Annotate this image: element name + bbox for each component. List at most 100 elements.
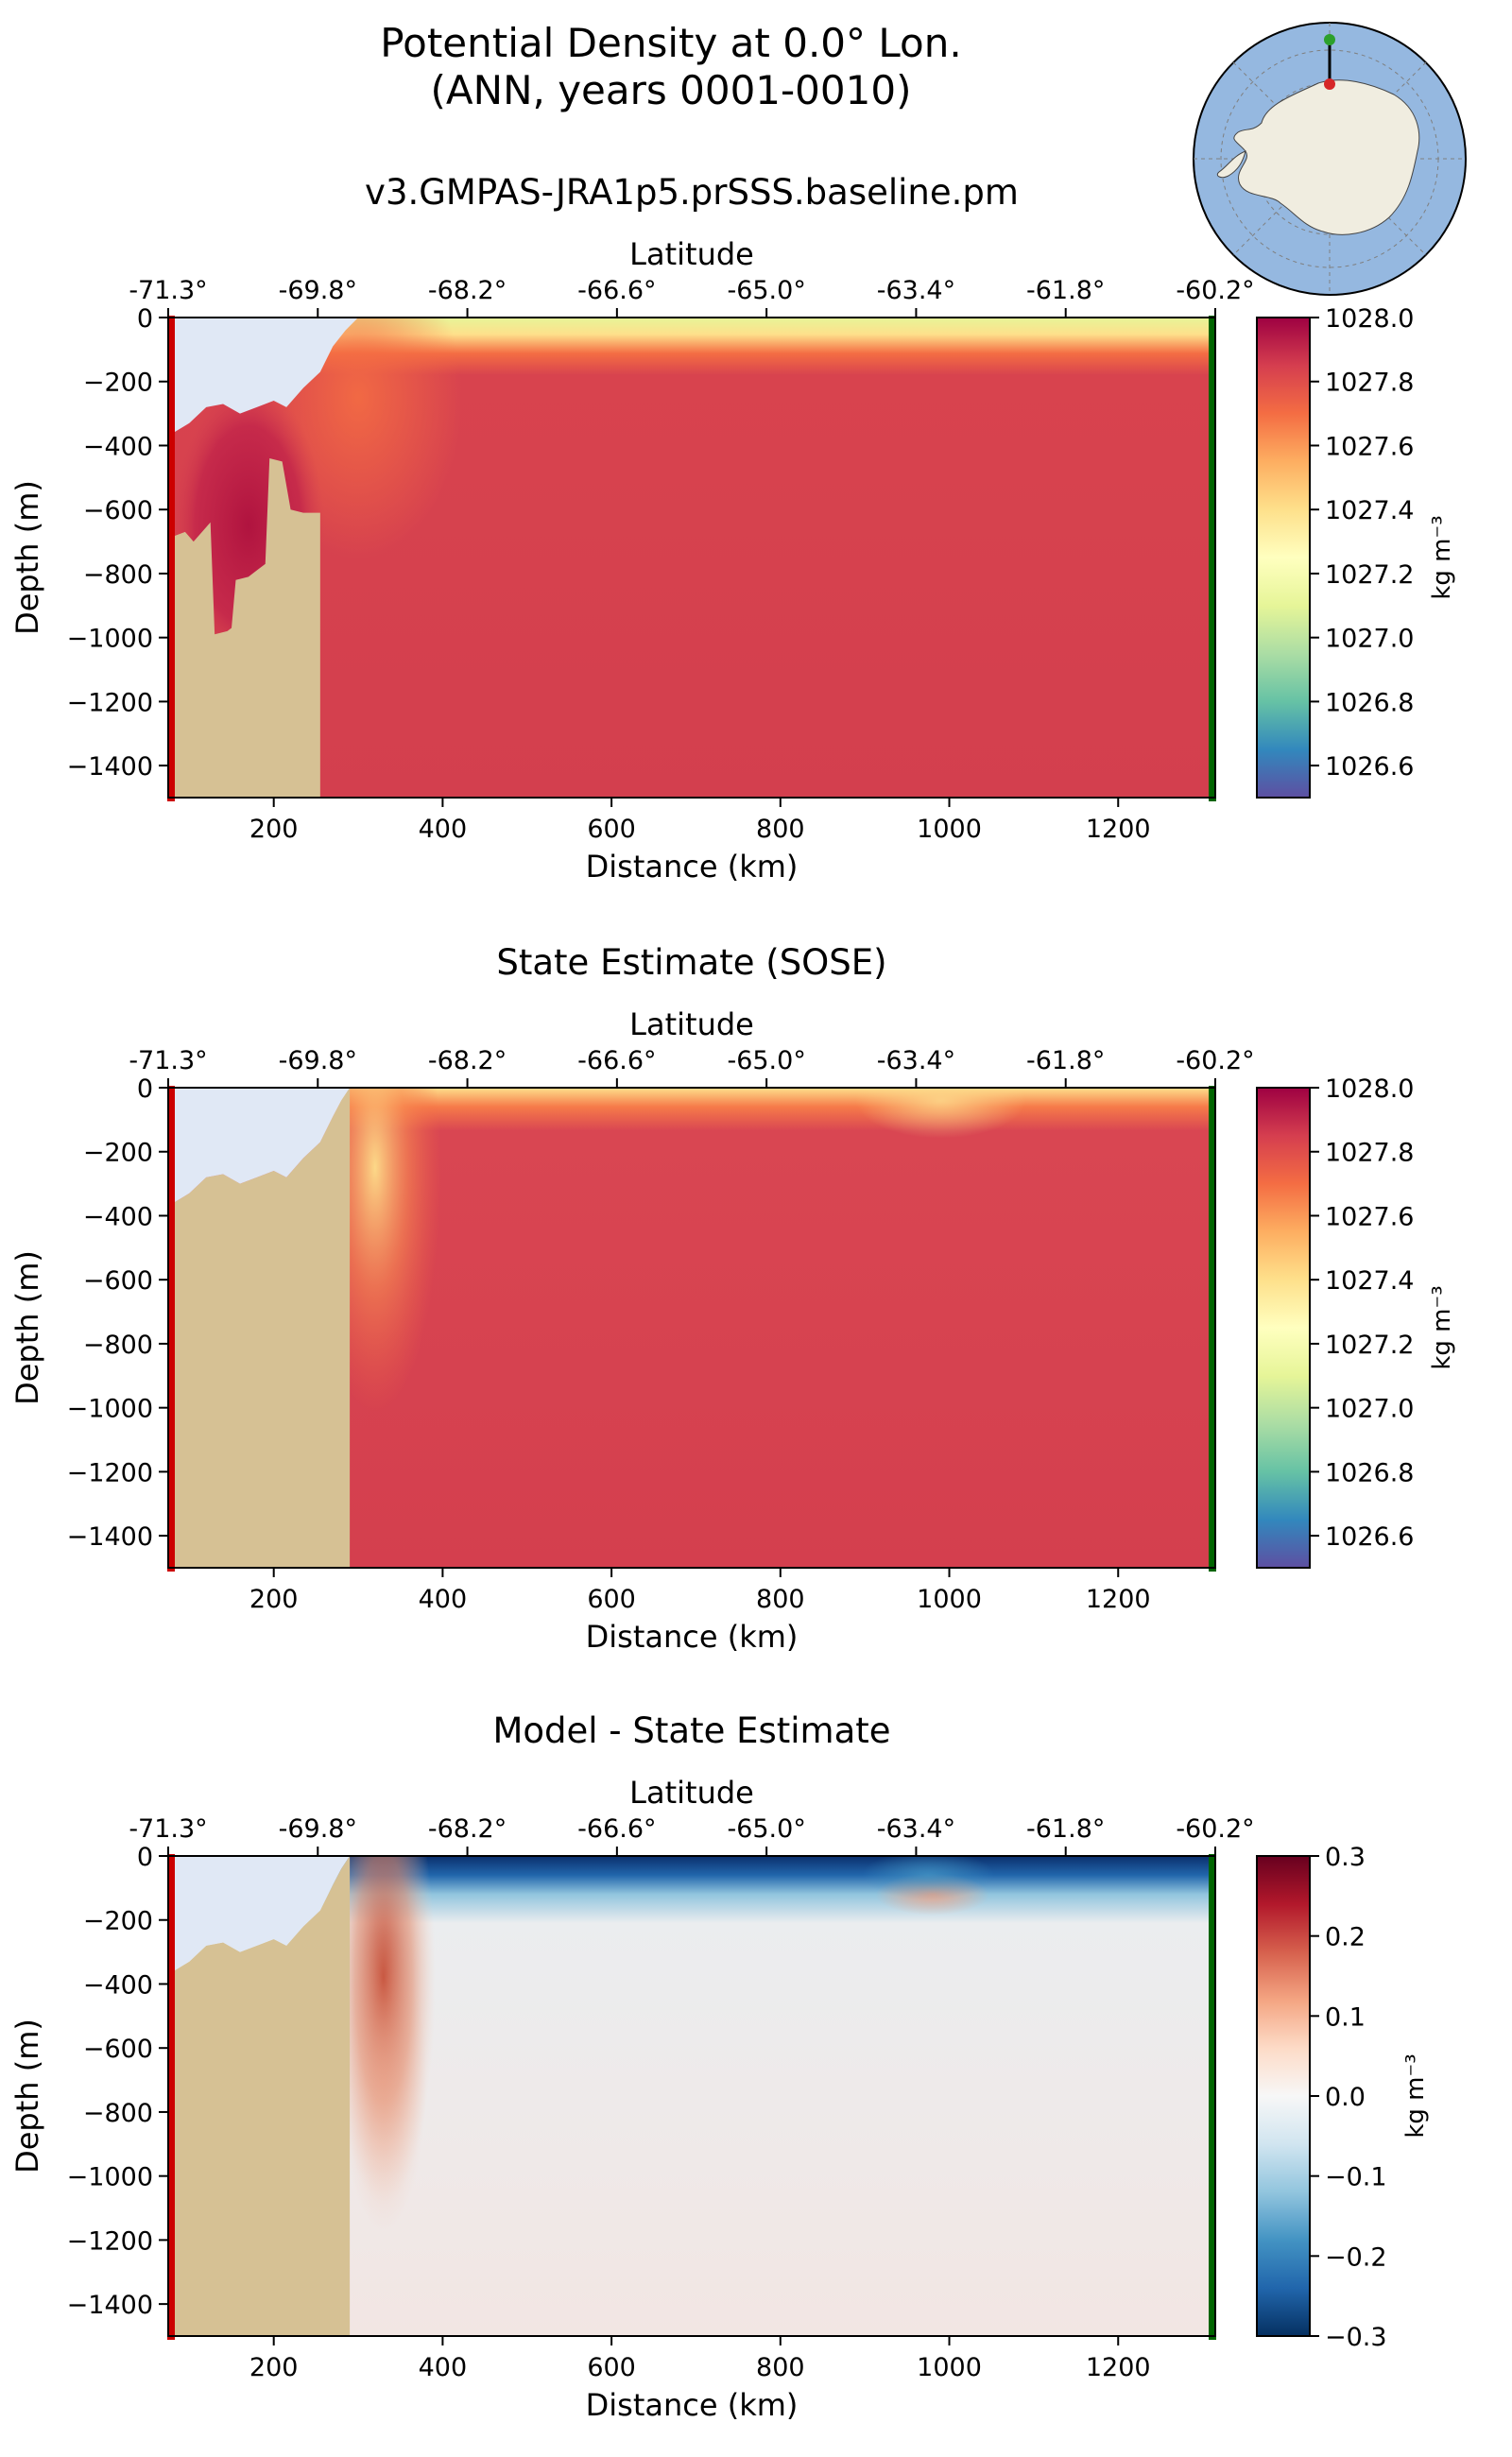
difference-y-tick-label: −1000 (67, 2163, 153, 2192)
difference-y-tick-label: −1200 (67, 2226, 153, 2256)
difference-x-tick-label: 800 (756, 2353, 805, 2382)
sose-x-tick-label: 1200 (1086, 1585, 1151, 1614)
model-colorbar-tick-label: 1028.0 (1325, 304, 1414, 334)
model-lat-tick-label: -65.0° (727, 276, 805, 305)
difference-colorbar-tick-label: −0.1 (1325, 2163, 1387, 2192)
inset-transect-start-marker (1324, 78, 1335, 90)
difference-ice-shelf (168, 1856, 351, 1975)
sose-lat-tick-label: -71.3° (129, 1046, 207, 1075)
difference-lat-tick-label: -68.2° (428, 1814, 507, 1844)
sose-colorbar (1256, 1087, 1311, 1569)
diff-positive-tail (340, 1929, 426, 2232)
sose-colorbar-tick-label: 1026.6 (1325, 1522, 1414, 1552)
sose-field (168, 1088, 1215, 1568)
difference-colorbar (1256, 1855, 1311, 2337)
model-colorbar-tick-label: 1027.0 (1325, 625, 1414, 654)
sose-lat-tick-label: -68.2° (428, 1046, 507, 1075)
model-y-tick-label: −200 (83, 369, 153, 398)
sose-colorbar-tick-label: 1027.2 (1325, 1331, 1414, 1360)
difference-lat-tick-label: -66.6° (577, 1814, 656, 1844)
difference-lat-tick-label: -61.8° (1026, 1814, 1105, 1844)
difference-y-tick-label: −600 (83, 2035, 153, 2064)
difference-colorbar-tick-label: 0.1 (1325, 2002, 1366, 2032)
difference-colorbar-tick-label: −0.2 (1325, 2242, 1387, 2272)
difference-y-tick-label: −800 (83, 2099, 153, 2128)
sose-colorbar-tick-label: 1027.6 (1325, 1202, 1414, 1231)
sose-y-tick-label: 0 (137, 1074, 153, 1104)
model-colorbar-tick-label: 1026.6 (1325, 752, 1414, 782)
model-x-tick-label: 600 (587, 815, 636, 844)
difference-axes-frame (167, 1855, 1216, 2337)
model-lat-tick-label: -60.2° (1176, 276, 1254, 305)
sose-colorbar-tick-label: 1027.8 (1325, 1139, 1414, 1168)
panel-model: v3.GMPAS-JRA1p5.prSSS.baseline.pm Latitud… (9, 172, 1456, 885)
model-y-tick-label: −1200 (67, 688, 153, 717)
difference-field (168, 1856, 1215, 2336)
model-lat-tick-label: -61.8° (1026, 276, 1105, 305)
sose-colorbar-tick-label: 1027.0 (1325, 1395, 1414, 1424)
inset-map (1193, 22, 1467, 296)
model-x-tick-label: 400 (419, 815, 468, 844)
difference-y-axis-label: Depth (m) (9, 2019, 45, 2174)
model-colorbar (1256, 317, 1311, 799)
panel-sose: State Estimate (SOSE) Latitude 200 400 600 80… (9, 942, 1456, 1655)
sose-ice-shelf (168, 1088, 351, 1207)
sose-colorbar-unit: kg m⁻³ (1428, 1285, 1456, 1369)
model-colorbar-tick-label: 1027.4 (1325, 496, 1414, 525)
antarctica-land (1216, 79, 1420, 235)
sose-y-tick-label: −600 (83, 1266, 153, 1296)
sose-lat-tick-label: -66.6° (577, 1046, 656, 1075)
difference-y-tick-label: 0 (137, 1843, 153, 1872)
difference-x-tick-label: 600 (587, 2353, 636, 2382)
model-y-axis-label: Depth (m) (9, 480, 45, 635)
sose-y-tick-label: −400 (83, 1202, 153, 1231)
difference-colorbar-tick-label: 0.3 (1325, 1843, 1366, 1872)
difference-panel-title: Model - State Estimate (492, 1710, 890, 1751)
figure-title-line2: (ANN, years 0001-0010) (431, 67, 912, 113)
sose-lat-tick-label: -69.8° (279, 1046, 357, 1075)
sose-y-tick-label: −200 (83, 1139, 153, 1168)
model-y-tick-label: −1000 (67, 625, 153, 654)
inset-transect-end-marker (1324, 34, 1335, 45)
sose-lat-tick-label: -60.2° (1176, 1046, 1254, 1075)
difference-colorbar-tick-label: 0.0 (1325, 2083, 1366, 2112)
model-y-tick-label: 0 (137, 304, 153, 334)
model-ice-shelf (168, 318, 359, 437)
model-axes-frame (167, 317, 1216, 799)
difference-lat-tick-label: -63.4° (877, 1814, 955, 1844)
sose-x-axis-label: Distance (km) (586, 1619, 799, 1655)
model-seafloor (168, 458, 320, 798)
model-y-tick-label: −800 (83, 560, 153, 590)
model-lat-tick-label: -66.6° (577, 276, 656, 305)
sose-seafloor (168, 1088, 351, 1568)
difference-x-tick-label: 1200 (1086, 2353, 1151, 2382)
sose-x-tick-label: 800 (756, 1585, 805, 1614)
model-x-axis-label: Distance (km) (586, 849, 799, 885)
sose-lat-tick-label: -61.8° (1026, 1046, 1105, 1075)
model-colorbar-tick-label: 1027.8 (1325, 369, 1414, 398)
model-y-tick-label: −400 (83, 432, 153, 461)
difference-x-tick-label: 200 (249, 2353, 299, 2382)
difference-y-tick-label: −200 (83, 1907, 153, 1936)
difference-y-tick-label: −400 (83, 1970, 153, 2000)
sose-y-tick-label: −800 (83, 1331, 153, 1360)
model-lat-tick-label: -63.4° (877, 276, 955, 305)
model-lat-tick-label: -68.2° (428, 276, 507, 305)
difference-seafloor (168, 1856, 351, 2336)
sose-x-tick-label: 600 (587, 1585, 636, 1614)
sose-axes-frame (167, 1087, 1216, 1569)
sose-y-tick-label: −1400 (67, 1522, 153, 1552)
difference-lat-tick-label: -69.8° (279, 1814, 357, 1844)
model-lat-tick-label: -69.8° (279, 276, 357, 305)
sose-colorbar-tick-label: 1027.4 (1325, 1266, 1414, 1296)
model-panel-title: v3.GMPAS-JRA1p5.prSSS.baseline.pm (365, 172, 1019, 213)
sose-y-tick-label: −1200 (67, 1458, 153, 1487)
difference-lat-tick-label: -65.0° (727, 1814, 805, 1844)
difference-lat-tick-label: -71.3° (129, 1814, 207, 1844)
sose-colorbar-tick-label: 1026.8 (1325, 1458, 1414, 1487)
model-field (168, 318, 1215, 798)
model-colorbar-tick-label: 1026.8 (1325, 688, 1414, 717)
model-y-tick-label: −600 (83, 496, 153, 525)
difference-x-tick-label: 400 (419, 2353, 468, 2382)
